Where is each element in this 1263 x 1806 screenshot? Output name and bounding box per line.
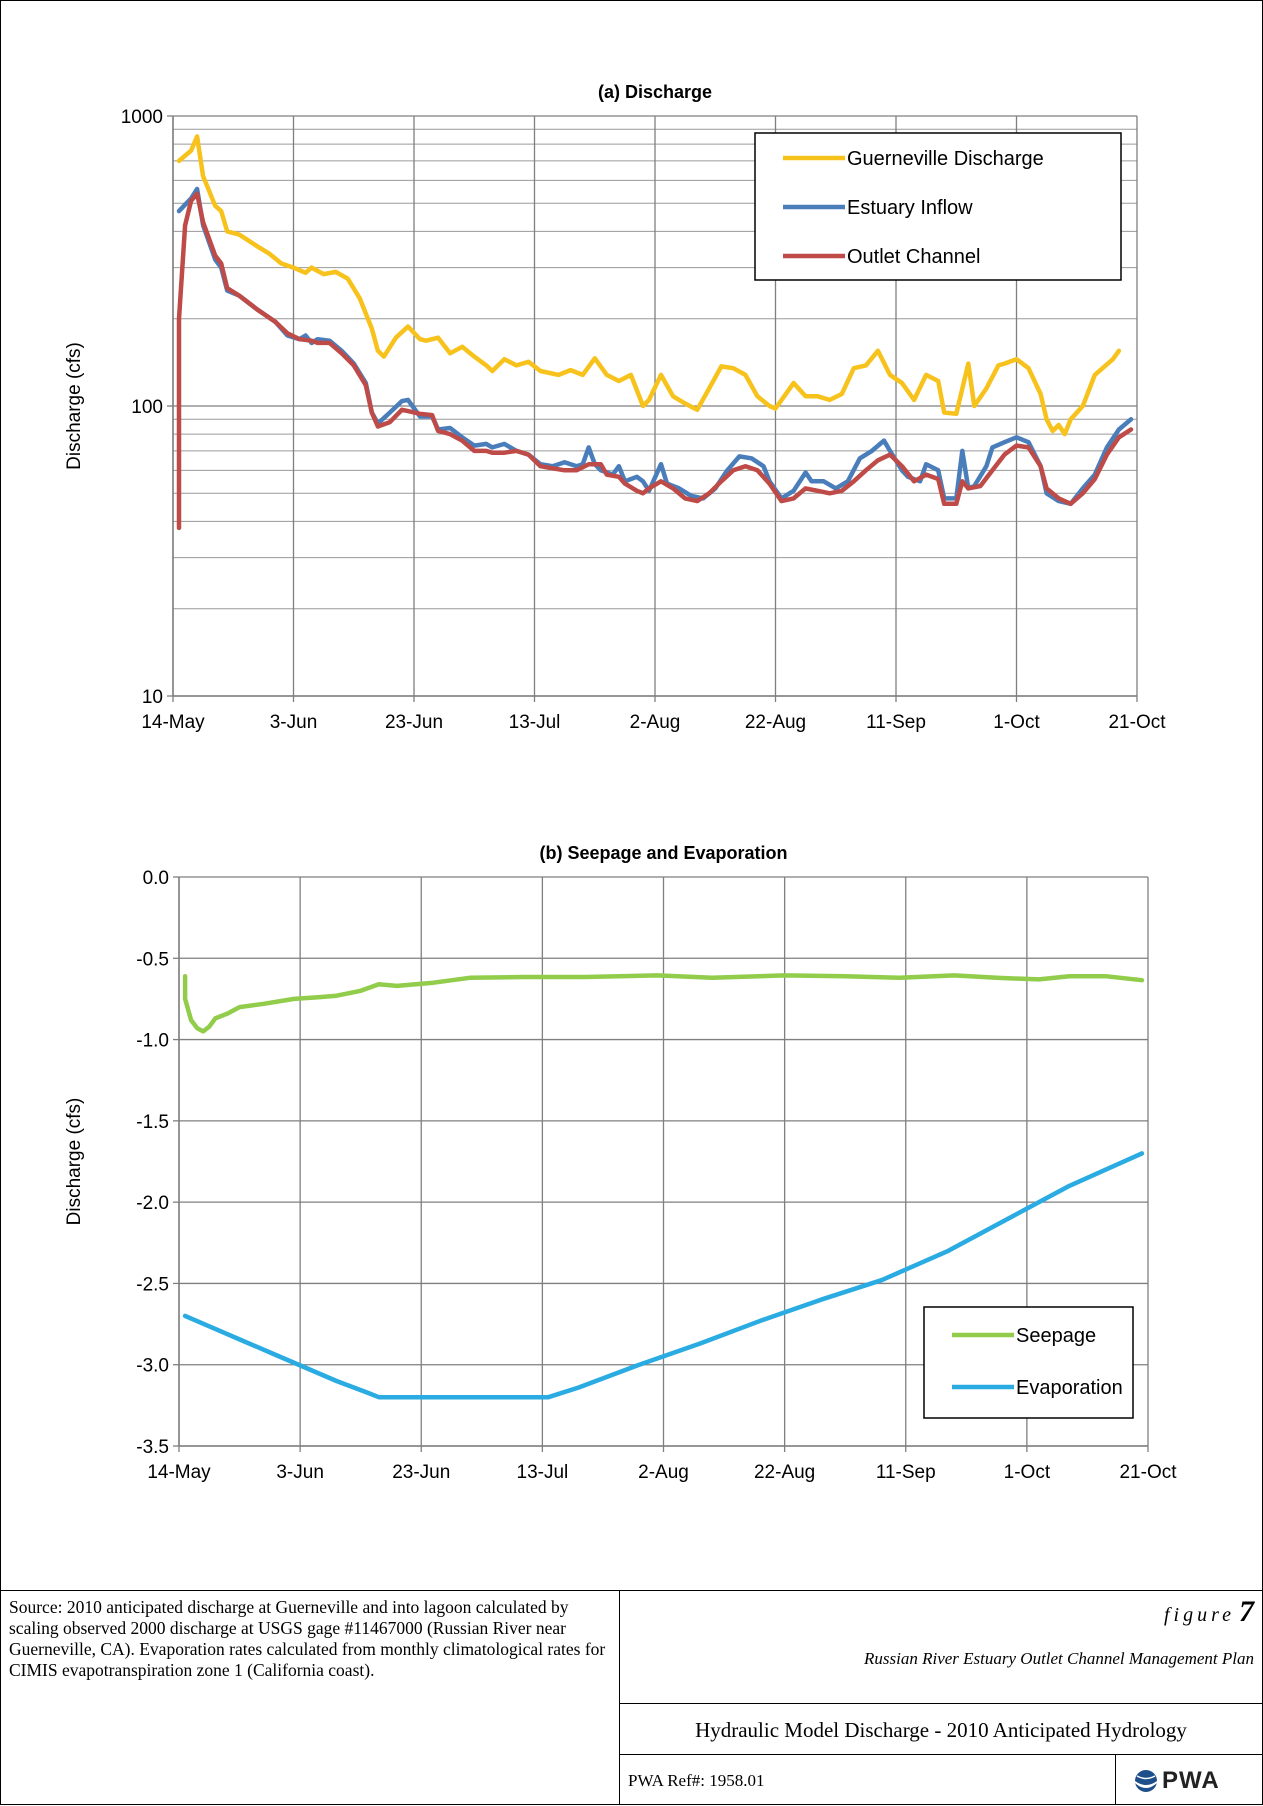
x-tick-label: 3-Jun — [270, 712, 318, 733]
y-tick-label: 100 — [131, 397, 163, 418]
figure-label: figure 7 — [1164, 1595, 1254, 1629]
y-axis-label: Discharge (cfs) — [64, 1098, 85, 1226]
seepage-evaporation-chart: 0.0 -0.5 -1.0 -1.5 -2.0 -2.5 -3.0 -3.5 14-May 3-J… — [64, 843, 1177, 1483]
legend-label: Seepage — [1016, 1325, 1096, 1347]
figure-number: 7 — [1239, 1595, 1254, 1628]
y-tick-label: -1.0 — [136, 1031, 169, 1052]
legend-label: Estuary Inflow — [847, 197, 973, 219]
logo-text: PWA — [1162, 1767, 1220, 1794]
x-tick-label: 1-Oct — [993, 712, 1040, 733]
figure-word: figure — [1163, 1604, 1235, 1626]
pwa-logo: PWA — [1134, 1767, 1220, 1795]
y-tick-label: 10 — [142, 687, 163, 708]
figure-title-block: figure 7 Russian River Estuary Outlet Ch… — [619, 1590, 1263, 1704]
x-tick-label: 3-Jun — [276, 1462, 324, 1483]
legend-label: Outlet Channel — [847, 246, 980, 268]
x-tick-label: 13-Jul — [509, 712, 561, 733]
x-tick-label: 22-Aug — [745, 712, 806, 733]
y-tick-label: -0.5 — [136, 949, 169, 970]
x-tick-label: 22-Aug — [754, 1462, 815, 1483]
x-tick-label: 13-Jul — [517, 1462, 569, 1483]
x-tick-label: 21-Oct — [1119, 1462, 1177, 1483]
legend-box — [923, 1306, 1134, 1419]
legend-label: Evaporation — [1016, 1377, 1123, 1399]
series-line-seepage — [182, 973, 1145, 1034]
x-tick-label: 11-Sep — [876, 1462, 936, 1483]
x-tick-label: 1-Oct — [1004, 1462, 1051, 1483]
series-line-guerneville-discharge — [176, 134, 1122, 437]
y-tick-label: -1.5 — [136, 1112, 169, 1133]
legend-label: Guerneville Discharge — [847, 148, 1044, 170]
y-tick-label: 1000 — [121, 107, 163, 128]
source-note: Source: 2010 anticipated discharge at Gu… — [9, 1597, 606, 1680]
series-line-evaporation — [182, 1151, 1145, 1400]
figure-title: Hydraulic Model Discharge - 2010 Anticip… — [695, 1718, 1187, 1742]
ref-box: PWA Ref#: 1958.01 — [619, 1754, 1116, 1805]
chart-title: (b) Seepage and Evaporation — [539, 843, 787, 863]
ref-number: PWA Ref#: 1958.01 — [628, 1771, 765, 1790]
x-tick-label: 2-Aug — [630, 712, 681, 733]
globe-icon — [1135, 1770, 1157, 1792]
x-tick-label: 23-Jun — [392, 1462, 450, 1483]
x-tick-label: 2-Aug — [638, 1462, 689, 1483]
x-tick-label: 14-May — [147, 1462, 211, 1483]
y-tick-label: -3.0 — [136, 1356, 169, 1377]
x-tick-label: 23-Jun — [385, 712, 443, 733]
logo-box: PWA — [1115, 1754, 1263, 1805]
y-tick-label: -2.0 — [136, 1193, 169, 1214]
x-tick-label: 14-May — [141, 712, 205, 733]
project-name: Russian River Estuary Outlet Channel Man… — [864, 1649, 1254, 1668]
x-tick-label: 21-Oct — [1108, 712, 1166, 733]
discharge-chart: 10 100 1000 14-May 3-Jun 23-Jun 13-Jul 2-Aug 22-… — [64, 82, 1166, 733]
chart-title: (a) Discharge — [598, 82, 712, 102]
source-note-box: Source: 2010 anticipated discharge at Gu… — [0, 1590, 620, 1805]
series-line-outlet-channel — [176, 191, 1134, 531]
y-tick-label: -3.5 — [136, 1437, 169, 1458]
y-axis-label: Discharge (cfs) — [64, 342, 85, 470]
y-tick-label: 0.0 — [143, 868, 169, 889]
figure-title-box: Hydraulic Model Discharge - 2010 Anticip… — [619, 1703, 1263, 1755]
x-tick-label: 11-Sep — [866, 712, 926, 733]
y-tick-label: -2.5 — [136, 1274, 169, 1295]
